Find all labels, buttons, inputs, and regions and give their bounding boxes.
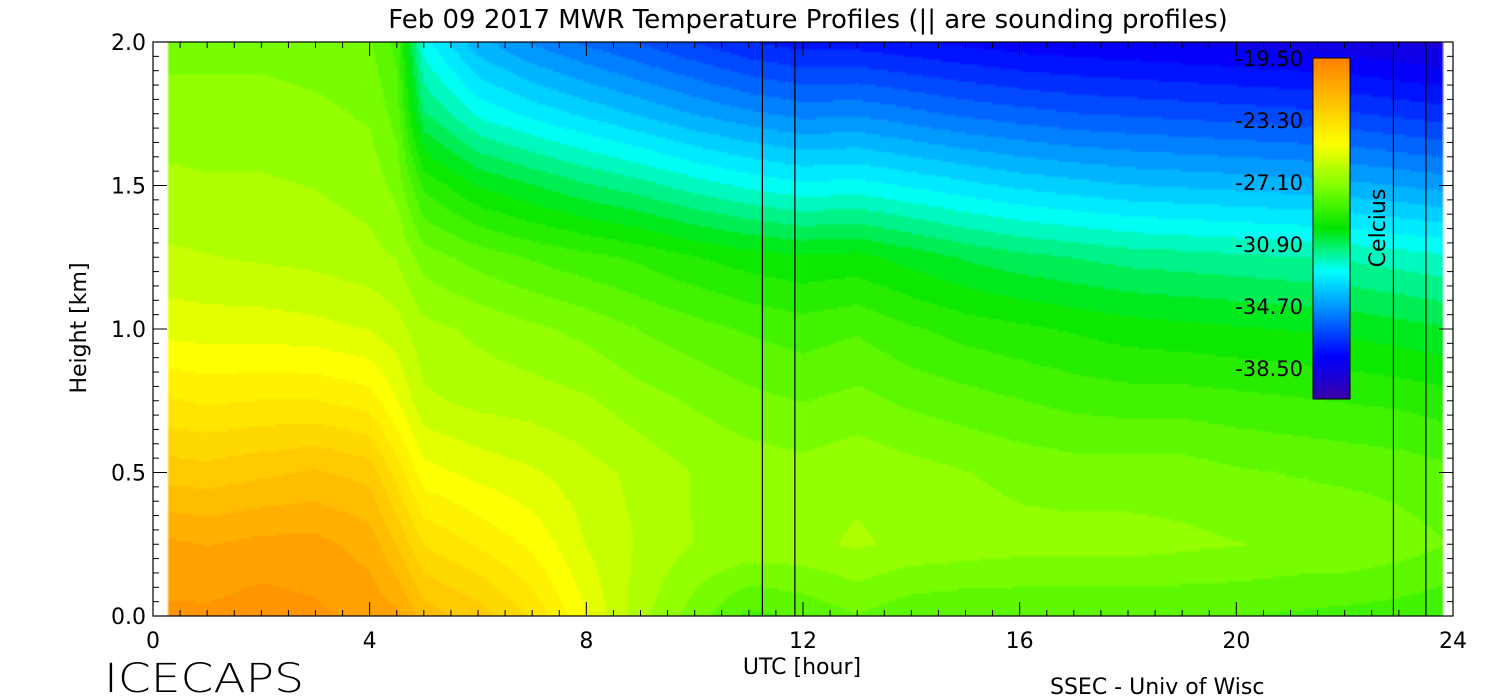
y-axis: 0.0 0.5 1.0 1.5 2.0 — [111, 31, 1453, 630]
x-tick-label: 0 — [146, 629, 160, 654]
colorbar-tick-label: -38.50 — [1235, 357, 1303, 381]
y-tick-label: 2.0 — [111, 31, 146, 56]
colorbar-frame — [1312, 57, 1351, 400]
x-axis: 0 4 8 12 16 20 24 — [146, 42, 1467, 654]
plot-area: 0 4 8 12 16 20 24 0.0 0.5 1.0 1.5 2.0 — [111, 31, 1467, 654]
credit-text: SSEC - Univ of Wisc — [1050, 675, 1264, 700]
x-tick-label: 4 — [363, 629, 377, 654]
colorbar-tick-label: -23.30 — [1235, 109, 1303, 133]
x-tick-label: 8 — [579, 629, 593, 654]
y-tick-label: 0.5 — [111, 462, 146, 487]
colorbar-tick-label: -27.10 — [1235, 171, 1303, 195]
x-axis-label: UTC [hour] — [743, 655, 861, 680]
colorbar-tick-label: -34.70 — [1235, 295, 1303, 319]
sounding-markers — [761, 42, 1427, 616]
x-tick-label: 24 — [1439, 629, 1467, 654]
colorbar-ticks: -19.50 -23.30 -27.10 -30.90 -34.70 -38.50 — [1235, 47, 1303, 381]
temperature-heatmap — [153, 42, 1453, 616]
brand-logo-text: ICECAPS — [104, 656, 304, 700]
colorbar-gradient — [1313, 58, 1350, 399]
x-tick-label: 16 — [1006, 629, 1034, 654]
colorbar-tick-label: -30.90 — [1235, 233, 1303, 257]
y-axis-label: Height [km] — [67, 262, 92, 393]
y-tick-label: 1.0 — [111, 318, 146, 343]
x-tick-label: 20 — [1222, 629, 1250, 654]
y-tick-label: 0.0 — [111, 605, 146, 630]
chart-title: Feb 09 2017 MWR Temperature Profiles (||… — [388, 5, 1228, 35]
x-tick-label: 12 — [789, 629, 817, 654]
colorbar-tick-label: -19.50 — [1235, 47, 1303, 71]
y-tick-label: 1.5 — [111, 175, 146, 200]
colorbar: -19.50 -23.30 -27.10 -30.90 -34.70 -38.50 Cel… — [1235, 47, 1391, 400]
colorbar-label: Celcius — [1366, 189, 1391, 268]
